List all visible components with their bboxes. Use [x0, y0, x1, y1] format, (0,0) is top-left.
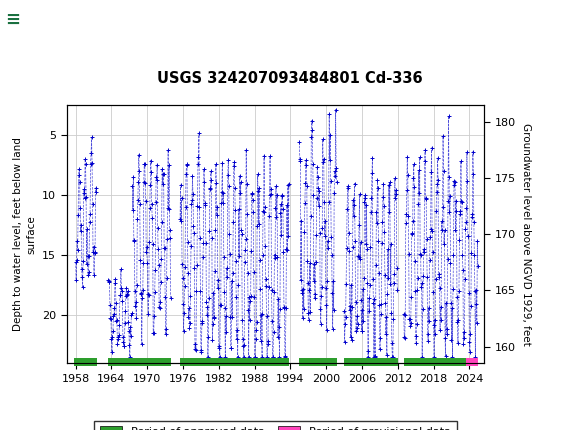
FancyBboxPatch shape: [3, 3, 35, 37]
Legend: Period of approved data, Period of provisional data: Period of approved data, Period of provi…: [94, 421, 457, 430]
Y-axis label: Groundwater level above NGVD 1929, feet: Groundwater level above NGVD 1929, feet: [521, 123, 531, 346]
Text: ≡: ≡: [5, 11, 20, 29]
Text: USGS: USGS: [39, 11, 90, 29]
Y-axis label: Depth to water level, feet below land
surface: Depth to water level, feet below land su…: [13, 138, 37, 331]
Text: USGS 324207093484801 Cd-336: USGS 324207093484801 Cd-336: [157, 71, 423, 86]
